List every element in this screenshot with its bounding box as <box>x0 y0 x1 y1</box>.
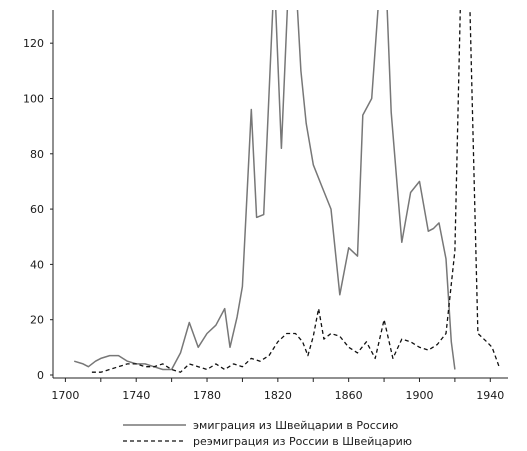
legend-label: реэмиграция из России в Швейцарию <box>193 435 412 448</box>
x-tick-label: 1940 <box>476 389 504 402</box>
x-tick-label: 1700 <box>51 389 79 402</box>
x-tick-label: 1860 <box>335 389 363 402</box>
series-line-reemigration <box>91 10 500 373</box>
axes: 0 20 40 60 80 100 120 1700 1740 1780 1820 1860 1900 1… <box>23 10 508 402</box>
y-tick-label: 60 <box>30 203 44 216</box>
x-tick-label: 1740 <box>122 389 150 402</box>
legend: эмиграция из Швейцарии в Россию реэмиграц… <box>123 419 412 448</box>
y-tick-label: 100 <box>23 92 44 105</box>
series-layer <box>73 10 500 373</box>
y-tick-label: 40 <box>30 258 44 271</box>
series-line-emigration <box>73 10 456 371</box>
x-tick-label: 1900 <box>405 389 433 402</box>
y-tick-label: 20 <box>30 314 44 327</box>
x-tick-label: 1820 <box>264 389 292 402</box>
x-tick-label: 1780 <box>193 389 221 402</box>
y-tick-label: 120 <box>23 37 44 50</box>
y-tick-label: 0 <box>37 369 44 382</box>
y-tick-label: 80 <box>30 148 44 161</box>
legend-label: эмиграция из Швейцарии в Россию <box>193 419 398 432</box>
